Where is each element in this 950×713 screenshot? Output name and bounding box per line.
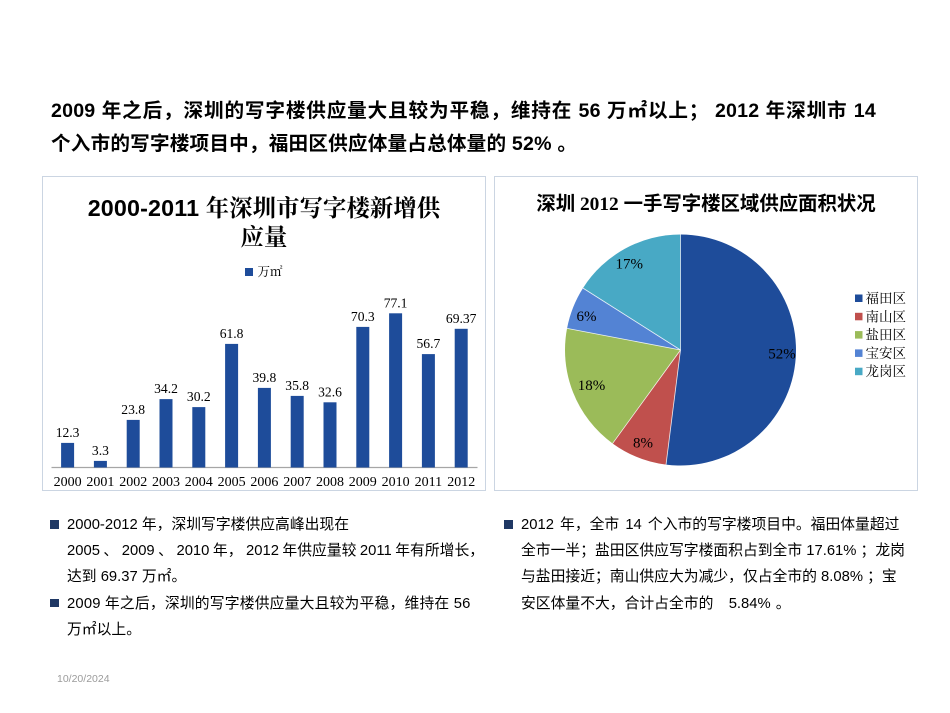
svg-text:77.1: 77.1 xyxy=(384,295,408,310)
svg-text:盐田区: 盐田区 xyxy=(866,326,907,342)
svg-text:39.8: 39.8 xyxy=(253,370,277,385)
svg-text:龙岗区: 龙岗区 xyxy=(866,363,907,379)
svg-text:32.6: 32.6 xyxy=(318,384,342,399)
svg-text:2011: 2011 xyxy=(415,475,442,489)
svg-text:12.3: 12.3 xyxy=(56,425,80,440)
svg-text:61.8: 61.8 xyxy=(220,326,244,341)
svg-text:宝安区: 宝安区 xyxy=(866,345,907,360)
svg-text:南山区: 南山区 xyxy=(866,308,907,324)
svg-text:34.2: 34.2 xyxy=(154,381,178,396)
svg-text:17%: 17% xyxy=(615,256,643,272)
svg-text:2004: 2004 xyxy=(185,475,213,489)
svg-text:福田区: 福田区 xyxy=(866,291,907,306)
svg-text:6%: 6% xyxy=(577,309,597,325)
svg-text:8%: 8% xyxy=(633,435,653,451)
svg-text:30.2: 30.2 xyxy=(187,389,211,404)
svg-text:70.3: 70.3 xyxy=(351,309,375,324)
svg-text:2008: 2008 xyxy=(316,475,344,489)
svg-text:2010: 2010 xyxy=(382,475,410,489)
svg-text:2002: 2002 xyxy=(119,475,147,489)
svg-text:52%: 52% xyxy=(768,346,796,362)
svg-text:2009: 2009 xyxy=(349,475,377,489)
svg-text:18%: 18% xyxy=(578,378,606,394)
svg-text:2007: 2007 xyxy=(283,475,311,489)
svg-text:2006: 2006 xyxy=(250,475,278,489)
svg-text:2003: 2003 xyxy=(152,475,180,489)
svg-text:23.8: 23.8 xyxy=(121,402,145,417)
svg-text:35.8: 35.8 xyxy=(285,378,309,393)
svg-text:2005: 2005 xyxy=(218,475,246,489)
svg-text:69.37: 69.37 xyxy=(446,311,477,326)
svg-text:3.3: 3.3 xyxy=(92,443,109,458)
svg-text:2012: 2012 xyxy=(447,475,475,489)
svg-text:2001: 2001 xyxy=(86,475,114,489)
svg-text:56.7: 56.7 xyxy=(417,336,441,351)
svg-text:2000: 2000 xyxy=(54,475,82,489)
